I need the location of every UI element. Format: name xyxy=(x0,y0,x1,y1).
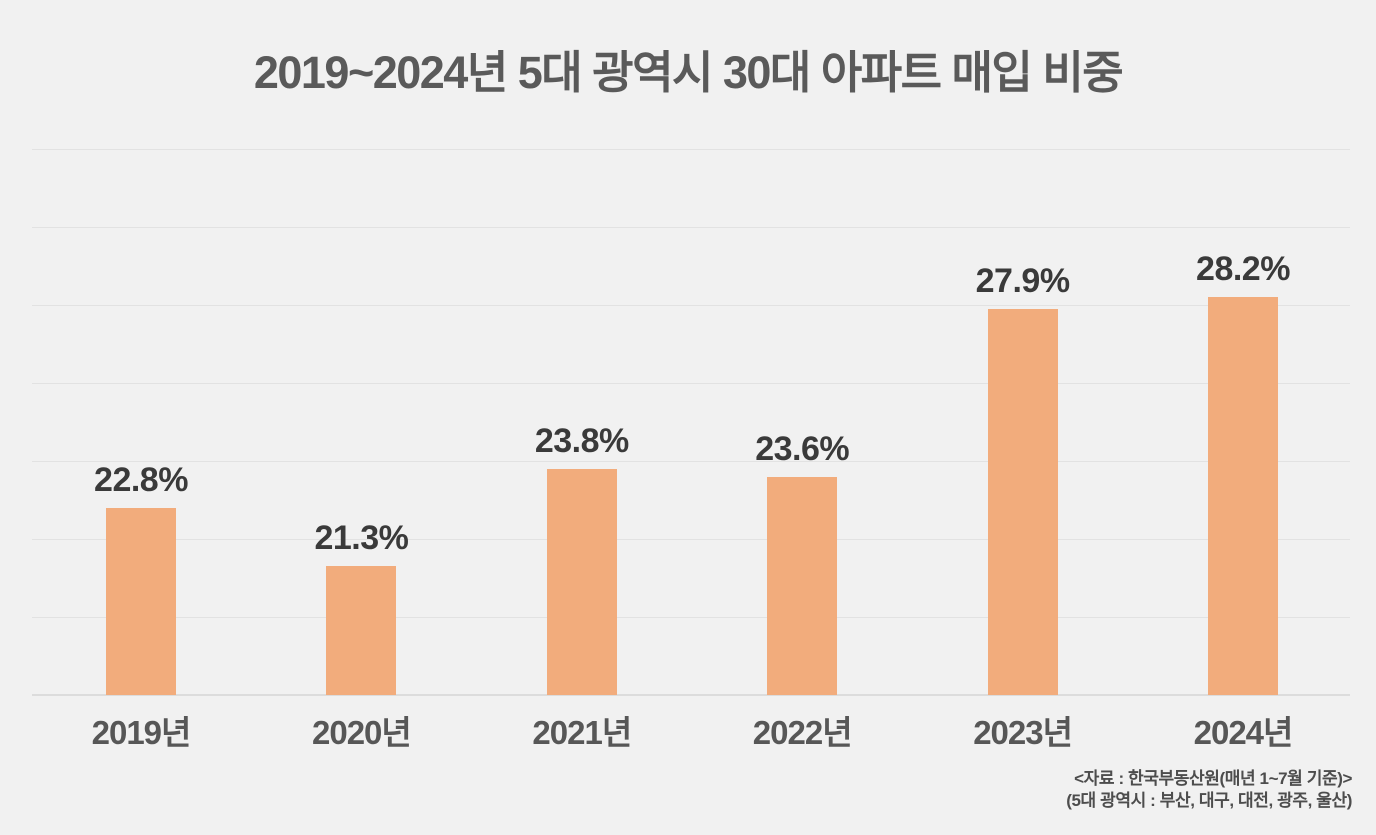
category-label: 2019년 xyxy=(91,714,192,751)
bar-group: 23.8% xyxy=(535,149,629,695)
category-label: 2022년 xyxy=(752,714,853,751)
footnote-source: <자료 : 한국부동산원(매년 1~7월 기준)> xyxy=(1074,769,1352,788)
bar-value-label: 27.9% xyxy=(975,262,1070,300)
footnotes: <자료 : 한국부동산원(매년 1~7월 기준)> (5대 광역시 : 부산, … xyxy=(1066,768,1352,813)
bar[interactable] xyxy=(326,566,397,695)
bar-value-label: 22.8% xyxy=(94,461,188,499)
bar-group: 27.9% xyxy=(976,149,1070,695)
category-label: 2021년 xyxy=(532,714,632,751)
bar-value-label: 23.6% xyxy=(755,430,850,468)
chart-title: 2019~2024년 5대 광역시 30대 아파트 매입 비중 xyxy=(253,47,1124,98)
bar[interactable] xyxy=(767,477,838,695)
bar[interactable] xyxy=(1208,297,1278,695)
bar-group: 28.2% xyxy=(1196,149,1290,695)
bar-value-label: 28.2% xyxy=(1196,250,1290,288)
category-label: 2023년 xyxy=(973,714,1073,751)
bar-group: 22.8% xyxy=(94,149,188,695)
axis-baseline xyxy=(32,694,1350,696)
plot-area: 22.8% 21.3% 23.8% 23.6% 27.9% 28.2% xyxy=(32,149,1350,696)
x-axis-labels: 2019년 2020년 2021년 2022년 2023년 2024년 xyxy=(32,706,1350,758)
gridline xyxy=(32,227,1350,228)
gridline xyxy=(32,383,1350,384)
bar-group: 23.6% xyxy=(755,149,850,695)
footnote-scope: (5대 광역시 : 부산, 대구, 대전, 광주, 울산) xyxy=(1066,791,1352,811)
category-label: 2020년 xyxy=(312,714,412,751)
bar-value-label: 23.8% xyxy=(534,422,629,460)
gridline xyxy=(32,305,1350,306)
gridline xyxy=(32,461,1350,462)
bar[interactable] xyxy=(106,508,176,695)
bar-value-label: 21.3% xyxy=(314,519,409,557)
gridline xyxy=(32,539,1350,540)
bar[interactable] xyxy=(546,469,617,695)
gridlines xyxy=(32,149,1350,696)
category-label: 2024년 xyxy=(1193,714,1294,751)
bars-layer: 22.8% 21.3% 23.8% 23.6% 27.9% 28.2% xyxy=(32,149,1350,695)
bar-group: 21.3% xyxy=(314,149,409,695)
gridline xyxy=(32,617,1350,618)
gridline xyxy=(32,149,1350,150)
bar[interactable] xyxy=(987,309,1058,695)
